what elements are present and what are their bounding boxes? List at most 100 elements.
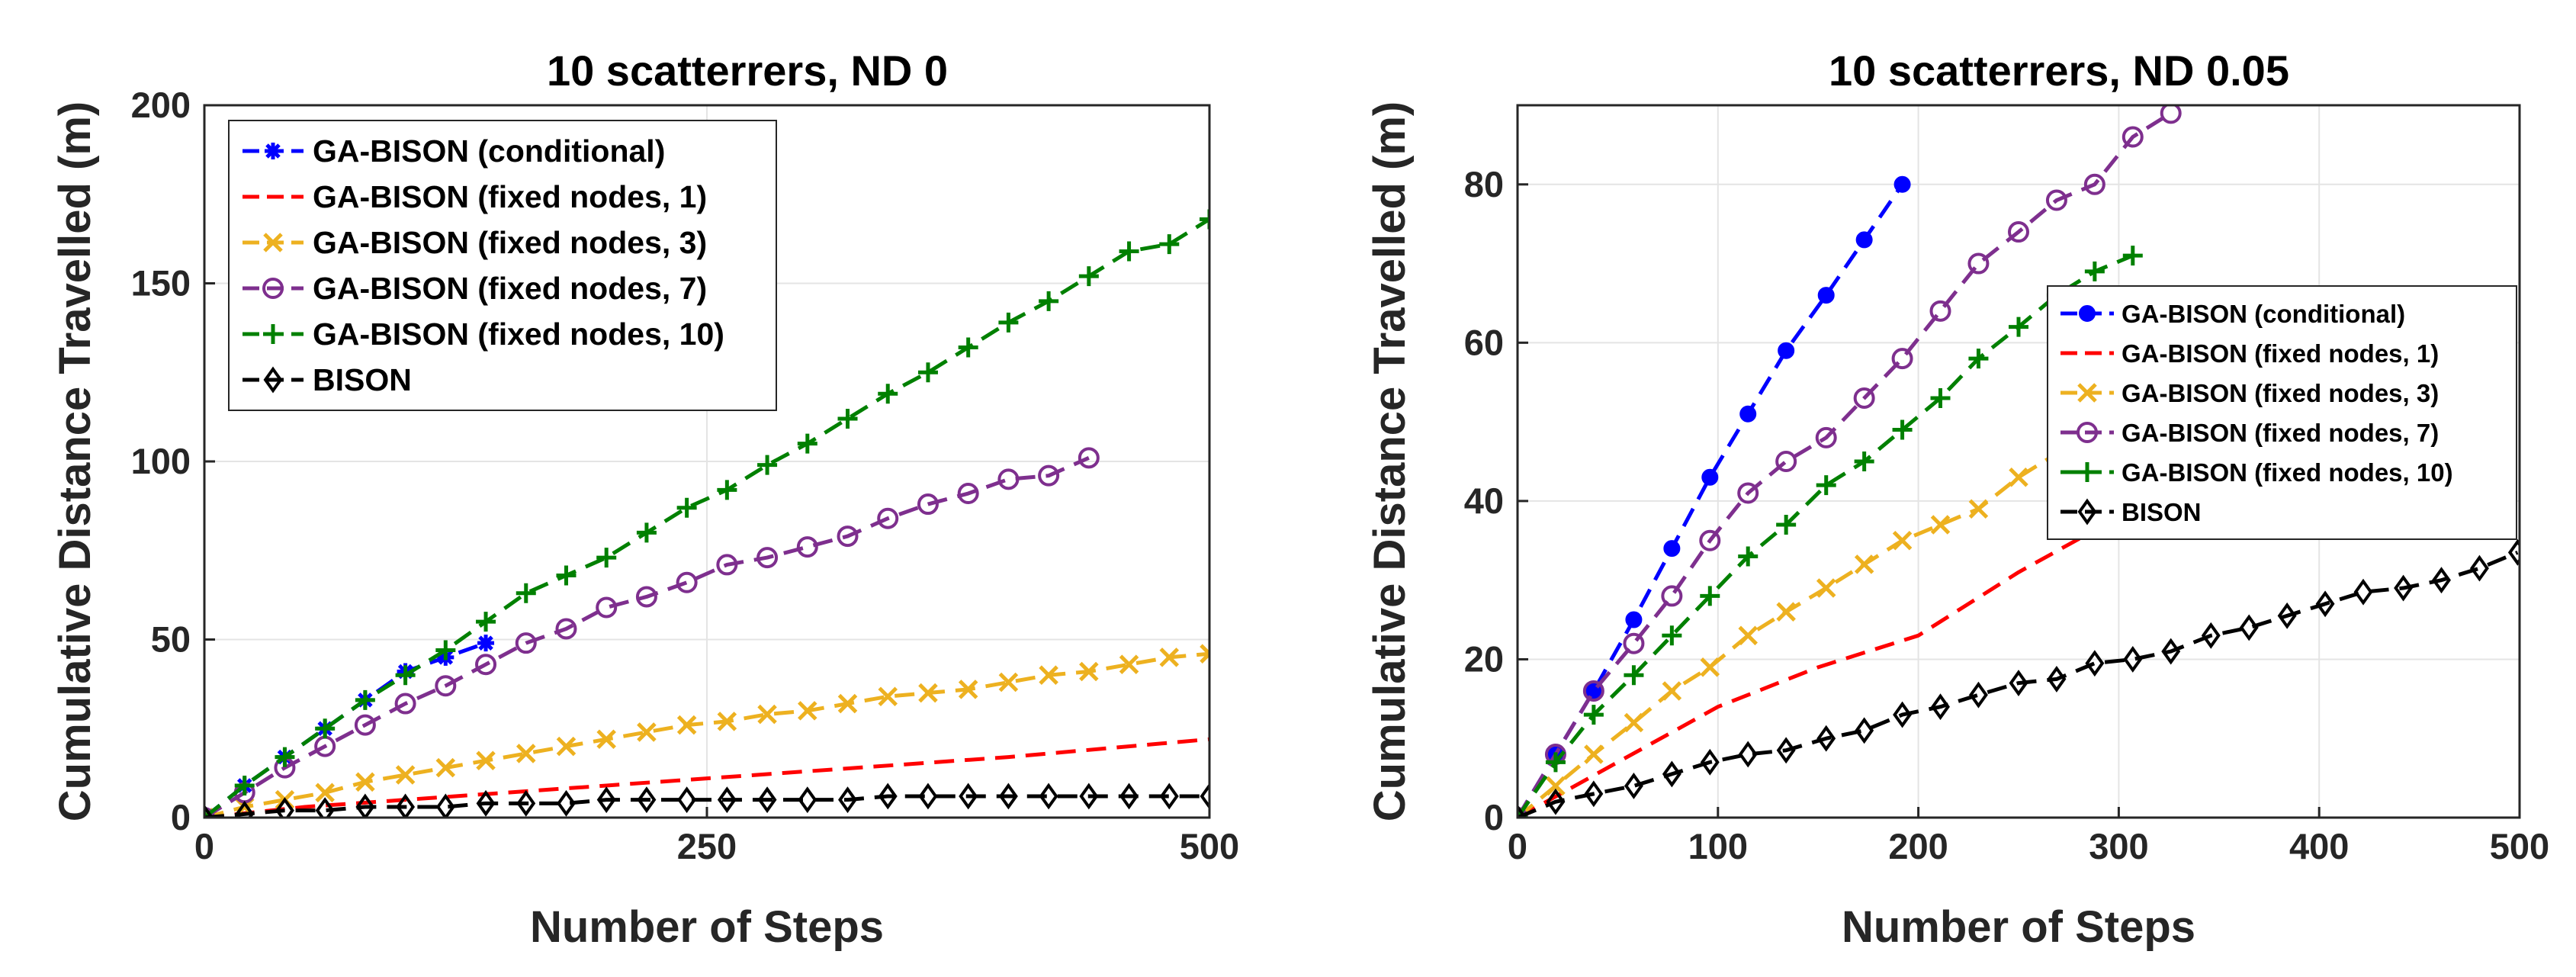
x-tick-label: 250 xyxy=(677,826,737,866)
data-point xyxy=(757,786,777,814)
data-point xyxy=(1816,578,1836,598)
data-point xyxy=(1700,586,1720,606)
data-point xyxy=(1119,783,1139,810)
series-2 xyxy=(1518,396,2143,818)
data-point xyxy=(918,783,938,810)
data-point xyxy=(596,729,616,750)
x-tick-label: 500 xyxy=(1180,826,1239,866)
legend-marker xyxy=(262,278,284,299)
data-point xyxy=(917,362,938,383)
data-point xyxy=(2084,261,2105,281)
data-point xyxy=(637,786,657,814)
legend-marker xyxy=(2077,383,2097,403)
y-tick-label: 50 xyxy=(151,619,191,660)
data-point xyxy=(315,718,336,739)
legend: GA-BISON (conditional) GA-BISON (fixed no… xyxy=(2047,285,2517,540)
data-point xyxy=(676,497,697,518)
data-point xyxy=(315,797,335,818)
data-point xyxy=(716,554,738,576)
data-point xyxy=(476,750,496,771)
axes-frame xyxy=(1516,104,2521,819)
data-point xyxy=(2009,670,2028,697)
data-point xyxy=(2469,554,2489,582)
legend-marker xyxy=(2077,498,2097,525)
data-point xyxy=(797,433,817,454)
data-point xyxy=(2083,173,2105,195)
legend-marker xyxy=(2079,305,2096,322)
data-point xyxy=(717,786,737,814)
legend-label: GA-BISON (fixed nodes, 7) xyxy=(313,271,707,306)
data-point xyxy=(1039,291,1059,311)
legend: GA-BISON (conditional) GA-BISON (fixed no… xyxy=(228,120,777,411)
data-point xyxy=(1582,680,1604,702)
data-point xyxy=(2122,246,2143,266)
y-axis-label: Cumulative Distance Travelled (m) xyxy=(1365,101,1415,821)
data-point xyxy=(1078,447,1100,469)
data-point xyxy=(917,493,939,516)
data-point xyxy=(1661,585,1683,607)
data-point xyxy=(1625,611,1643,628)
data-point xyxy=(998,783,1018,810)
data-point xyxy=(1892,531,1913,551)
data-point xyxy=(556,736,577,757)
data-point xyxy=(596,596,618,619)
data-point xyxy=(275,747,295,767)
x-axis-label: Number of Steps xyxy=(530,902,884,952)
series-line xyxy=(204,737,1209,818)
data-point xyxy=(275,797,294,818)
data-point xyxy=(2009,467,2028,487)
chart-left: 0 250 500 0 50 100 150 200 10 scatterrers, ND 0 N… xyxy=(50,47,1239,952)
data-point xyxy=(1776,602,1796,622)
series-line xyxy=(1518,515,2120,818)
legend-label: GA-BISON (fixed nodes, 3) xyxy=(313,225,707,260)
data-point xyxy=(556,565,577,586)
data-point xyxy=(1119,241,1139,262)
data-point xyxy=(1738,546,1759,567)
data-point xyxy=(837,693,858,714)
data-point xyxy=(1663,540,1681,558)
legend-box xyxy=(2047,285,2517,540)
data-point xyxy=(1699,529,1721,551)
data-point xyxy=(676,571,698,593)
data-point xyxy=(998,312,1019,333)
legend-item: GA-BISON (conditional) xyxy=(2060,300,2405,328)
data-point xyxy=(395,765,416,785)
data-point xyxy=(1776,515,1797,535)
legend-marker xyxy=(263,233,283,252)
legend-label: GA-BISON (fixed nodes, 7) xyxy=(2122,419,2439,447)
data-point xyxy=(2432,567,2451,594)
data-point xyxy=(637,722,657,742)
data-point xyxy=(1893,701,1913,728)
legend-item: GA-BISON (fixed nodes, 7) xyxy=(2060,419,2439,447)
y-tick-label: 0 xyxy=(171,797,191,837)
data-point xyxy=(1159,648,1180,667)
legend-label: GA-BISON (fixed nodes, 10) xyxy=(2122,458,2453,487)
data-point xyxy=(435,675,457,697)
series-2 xyxy=(204,644,1209,818)
legend-item: GA-BISON (fixed nodes, 1) xyxy=(243,179,707,214)
data-point xyxy=(1739,405,1757,423)
data-point xyxy=(1200,644,1209,664)
data-point xyxy=(596,548,617,568)
chart-title: 10 scatterrers, ND 0 xyxy=(547,47,948,95)
data-point xyxy=(1624,773,1643,799)
data-point xyxy=(2507,538,2520,566)
legend-marker xyxy=(265,143,281,159)
x-axis-label: Number of Steps xyxy=(1842,902,2195,952)
legend-item: GA-BISON (fixed nodes, 3) xyxy=(2060,379,2439,407)
data-point xyxy=(1700,657,1720,677)
data-point xyxy=(1931,693,1950,721)
legend-item: GA-BISON (fixed nodes, 7) xyxy=(243,271,707,306)
data-point xyxy=(1815,426,1837,448)
legend-item: BISON xyxy=(243,362,412,397)
legend-label: GA-BISON (fixed nodes, 10) xyxy=(313,317,724,352)
data-point xyxy=(717,712,737,731)
data-point xyxy=(1817,287,1835,304)
data-point xyxy=(1079,783,1099,810)
data-point xyxy=(1700,748,1720,776)
data-point xyxy=(958,680,978,699)
data-point xyxy=(2045,189,2067,211)
data-point xyxy=(1737,482,1759,504)
data-point xyxy=(796,536,818,558)
data-point xyxy=(204,804,214,818)
